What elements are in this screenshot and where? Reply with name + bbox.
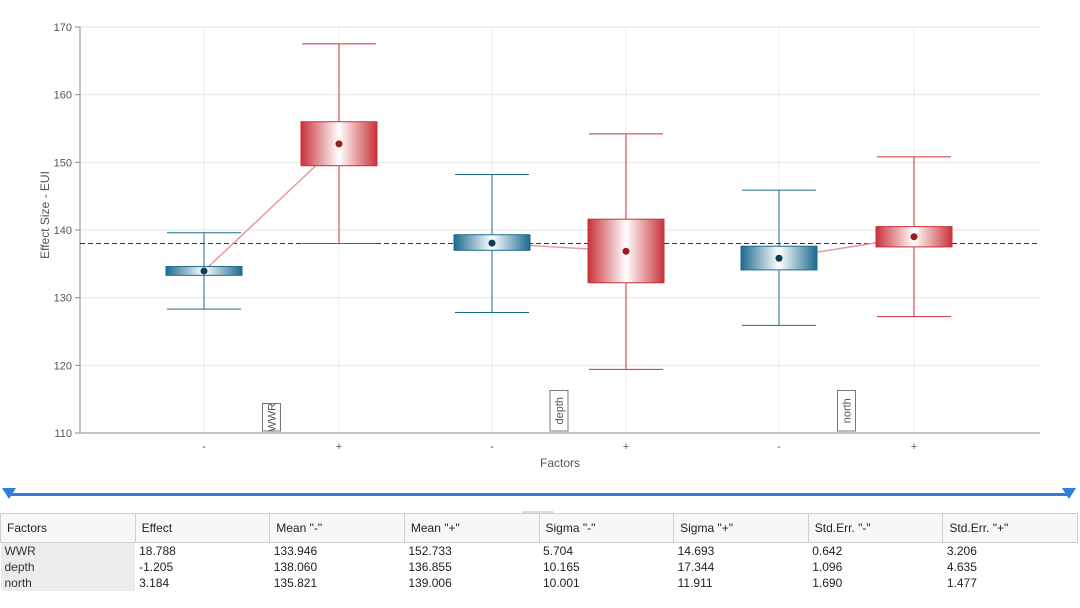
factor-name-label: north xyxy=(842,398,854,423)
row-factor-name: depth xyxy=(0,559,136,575)
table-cell: 0.642 xyxy=(812,544,843,558)
row-factor-name: WWR xyxy=(0,542,136,559)
y-tick-label: 160 xyxy=(54,90,72,102)
column-header-factors[interactable]: Factors xyxy=(0,513,136,543)
x-tick-label-plus: + xyxy=(336,441,342,453)
table-cell: 1.096 xyxy=(812,560,843,574)
panel-splitter[interactable] xyxy=(0,485,1080,515)
y-tick-label: 120 xyxy=(54,360,72,372)
table-cell: 10.165 xyxy=(543,560,580,574)
y-axis-title: Effect Size - EUI xyxy=(38,171,52,259)
table-cell: -1.205 xyxy=(139,560,174,574)
table-cell: 1.477 xyxy=(946,576,977,590)
y-tick-label: 150 xyxy=(54,157,72,169)
factor-label-box xyxy=(837,390,856,432)
factor-name-label: WWR xyxy=(267,403,279,432)
box-plot-chart: 110 120 130 140 150 160 170 - + WWR - + depth - + north… xyxy=(38,22,1040,470)
minus-level-mean-point xyxy=(775,254,783,262)
table-cell: 136.855 xyxy=(408,560,452,574)
y-tick-label: 170 xyxy=(54,22,72,34)
table-cell: 138.060 xyxy=(273,560,318,574)
table-cell: 18.788 xyxy=(139,544,176,558)
splitter-right-handle-icon[interactable] xyxy=(1062,488,1076,499)
effects-table-panel: Factors Effect Mean "-" Mean "+" Sigma "… xyxy=(0,513,1080,608)
factor-name-label: depth xyxy=(554,397,566,425)
column-header-mean-minus[interactable]: Mean "-" xyxy=(269,513,405,543)
table-cell: 10.001 xyxy=(543,576,580,590)
minus-level-mean-point xyxy=(488,239,496,247)
table-cell: 3.184 xyxy=(139,576,170,590)
plus-level-mean-point xyxy=(335,140,343,148)
x-tick-label-plus: + xyxy=(623,441,629,453)
y-tick-label: 140 xyxy=(54,225,72,237)
x-tick-label-minus: - xyxy=(202,441,206,453)
table-row[interactable]: depth -1.205 138.060 136.855 10.165 17.3… xyxy=(0,559,1078,575)
table-header-row: Factors Effect Mean "-" Mean "+" Sigma "… xyxy=(0,513,1078,543)
table-cell: 11.911 xyxy=(677,576,713,590)
x-tick-label-plus: + xyxy=(911,441,917,453)
table-cell: 5.704 xyxy=(543,544,574,558)
column-header-mean-plus[interactable]: Mean "+" xyxy=(403,513,540,543)
plus-level-mean-point xyxy=(910,233,918,241)
column-header-stderr-plus[interactable]: Std.Err. "+" xyxy=(942,513,1078,543)
y-tick-label: 130 xyxy=(54,293,72,305)
splitter-line[interactable] xyxy=(8,493,1070,496)
minus-level-mean-point xyxy=(200,267,208,275)
table-cell: 1.690 xyxy=(812,576,843,590)
chart-svg: 110 120 130 140 150 160 170 - + WWR - + depth - + north… xyxy=(38,22,1040,470)
factor-label-box xyxy=(262,403,281,432)
table-row[interactable]: north 3.184 135.821 139.006 10.001 11.91… xyxy=(0,575,1078,591)
x-tick-label-minus: - xyxy=(777,441,781,453)
column-header-stderr-minus[interactable]: Std.Err. "-" xyxy=(807,513,944,543)
x-axis-title: Factors xyxy=(540,456,580,470)
column-header-sigma-minus[interactable]: Sigma "-" xyxy=(538,513,675,543)
table-cell: 3.206 xyxy=(946,544,977,558)
effects-table: Factors Effect Mean "-" Mean "+" Sigma "… xyxy=(0,513,1078,591)
plus-level-mean-point xyxy=(622,247,630,255)
table-cell: 4.635 xyxy=(946,560,977,574)
factor-label-box xyxy=(549,390,569,432)
column-header-effect[interactable]: Effect xyxy=(134,513,271,543)
column-header-sigma-plus[interactable]: Sigma "+" xyxy=(673,513,809,543)
x-tick-label-minus: - xyxy=(490,441,494,453)
table-cell: 135.821 xyxy=(273,576,318,590)
row-factor-name: north xyxy=(0,575,136,591)
table-cell: 152.733 xyxy=(408,544,452,558)
y-tick-label: 110 xyxy=(54,428,72,440)
splitter-left-handle-icon[interactable] xyxy=(2,488,16,499)
table-cell: 17.344 xyxy=(677,560,715,574)
table-cell: 14.693 xyxy=(677,544,715,558)
table-cell: 133.946 xyxy=(273,544,318,558)
table-cell: 139.006 xyxy=(408,576,452,590)
table-row[interactable]: WWR 18.788 133.946 152.733 5.704 14.693 … xyxy=(0,542,1078,559)
